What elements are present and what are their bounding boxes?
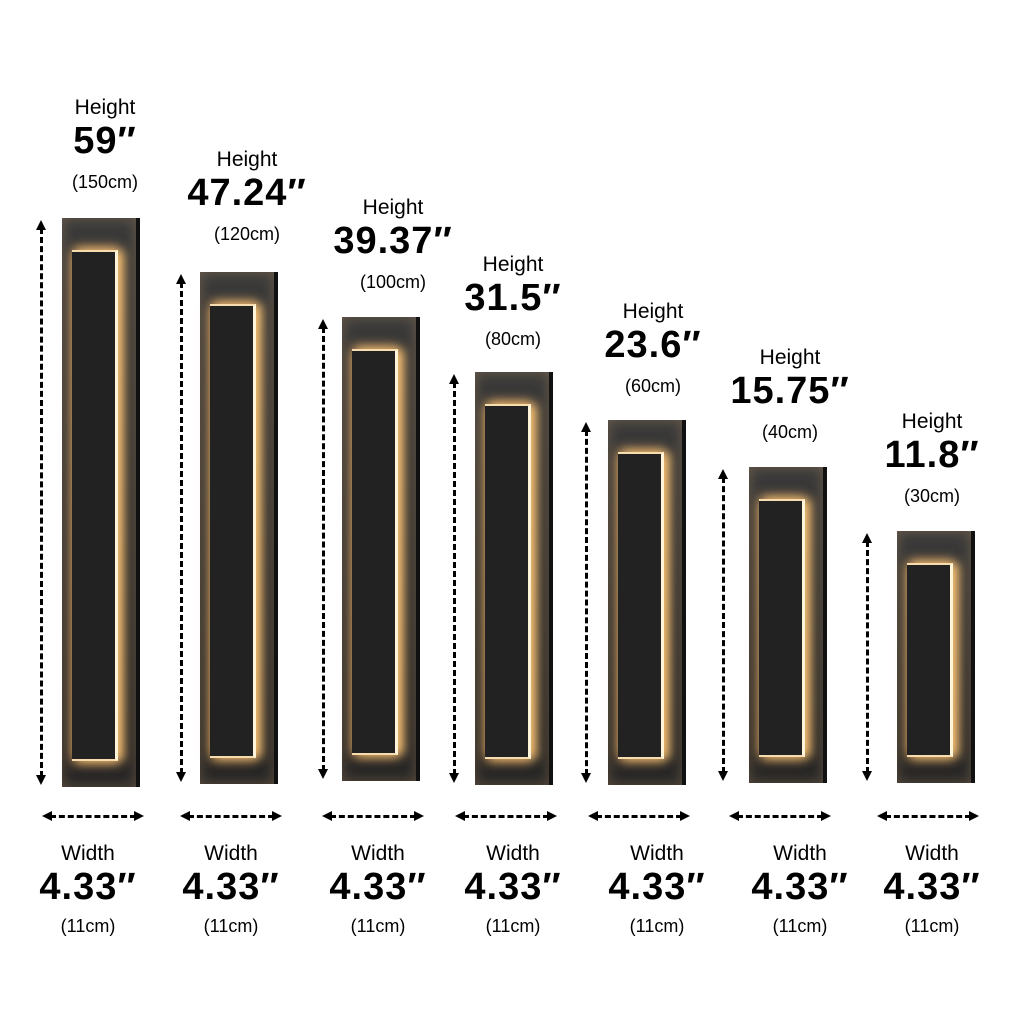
wall-lamp-image xyxy=(608,420,686,785)
height-cm: (80cm) xyxy=(484,329,542,349)
lamp-glow-panel xyxy=(210,304,256,758)
height-inches: 31.5″ xyxy=(464,277,562,319)
lamp-glow-panel xyxy=(759,499,805,757)
height-cm: (100cm) xyxy=(359,272,427,292)
wall-lamp-image xyxy=(475,372,553,785)
height-inches: 15.75″ xyxy=(730,370,850,412)
height-cm: (120cm) xyxy=(213,224,281,244)
height-label: Height xyxy=(362,196,424,219)
height-inches: 39.37″ xyxy=(333,220,453,262)
width-cm: (11cm) xyxy=(772,916,828,936)
width-arrow-icon xyxy=(877,811,979,821)
wall-lamp-image xyxy=(62,218,140,787)
width-cm: (11cm) xyxy=(629,916,685,936)
width-inches: 4.33″ xyxy=(39,866,137,908)
wall-lamp-image xyxy=(200,272,278,784)
height-label: Height xyxy=(482,253,544,276)
lamp-glow-panel xyxy=(485,404,531,759)
height-inches: 11.8″ xyxy=(884,434,980,476)
width-inches: 4.33″ xyxy=(883,866,981,908)
width-label: Width xyxy=(630,842,684,865)
width-inches: 4.33″ xyxy=(464,866,562,908)
width-arrow-icon xyxy=(588,811,690,821)
lamp-glow-panel xyxy=(907,563,953,757)
width-label: Width xyxy=(204,842,258,865)
width-label: Width xyxy=(905,842,959,865)
lamp-glow-panel xyxy=(618,452,664,759)
wall-lamp-image xyxy=(897,531,975,783)
height-arrow-icon xyxy=(318,319,328,779)
lamp-glow-panel xyxy=(72,250,118,761)
width-inches: 4.33″ xyxy=(182,866,280,908)
width-inches: 4.33″ xyxy=(608,866,706,908)
height-inches: 23.6″ xyxy=(604,324,702,366)
height-cm: (30cm) xyxy=(903,486,961,506)
width-arrow-icon xyxy=(42,811,144,821)
height-label: Height xyxy=(216,148,278,171)
width-label: Width xyxy=(61,842,115,865)
width-cm: (11cm) xyxy=(350,916,406,936)
width-label: Width xyxy=(773,842,827,865)
height-cm: (150cm) xyxy=(71,172,139,192)
height-arrow-icon xyxy=(862,533,872,781)
width-arrow-icon xyxy=(322,811,424,821)
height-cm: (60cm) xyxy=(624,376,682,396)
height-arrow-icon xyxy=(581,422,591,783)
height-cm: (40cm) xyxy=(761,422,819,442)
width-arrow-icon xyxy=(180,811,282,821)
width-label: Width xyxy=(351,842,405,865)
height-label: Height xyxy=(622,300,684,323)
width-inches: 4.33″ xyxy=(751,866,849,908)
width-inches: 4.33″ xyxy=(329,866,427,908)
height-label: Height xyxy=(759,346,821,369)
height-arrow-icon xyxy=(176,274,186,782)
height-arrow-icon xyxy=(449,374,459,783)
height-label: Height xyxy=(74,96,136,119)
wall-lamp-image xyxy=(749,467,827,783)
lamp-glow-panel xyxy=(352,349,398,755)
height-arrow-icon xyxy=(718,469,728,781)
width-arrow-icon xyxy=(729,811,831,821)
width-arrow-icon xyxy=(455,811,557,821)
height-arrow-icon xyxy=(36,220,46,785)
width-cm: (11cm) xyxy=(60,916,116,936)
width-cm: (11cm) xyxy=(485,916,541,936)
width-label: Width xyxy=(486,842,540,865)
width-cm: (11cm) xyxy=(904,916,960,936)
wall-lamp-image xyxy=(342,317,420,781)
height-inches: 47.24″ xyxy=(187,172,307,214)
height-inches: 59″ xyxy=(73,120,137,162)
height-label: Height xyxy=(901,410,963,433)
width-cm: (11cm) xyxy=(203,916,259,936)
